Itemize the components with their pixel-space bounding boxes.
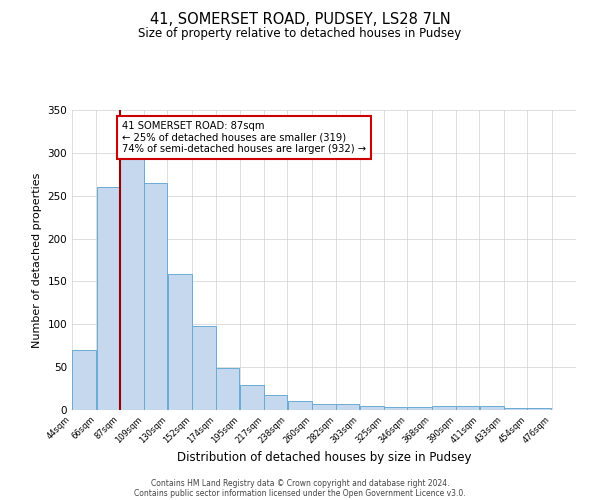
Bar bbox=[432, 406, 456, 410]
Bar bbox=[240, 385, 264, 410]
X-axis label: Distribution of detached houses by size in Pudsey: Distribution of detached houses by size … bbox=[177, 451, 471, 464]
Bar bbox=[527, 408, 551, 410]
Bar bbox=[72, 350, 96, 410]
Bar bbox=[337, 404, 359, 410]
Bar bbox=[456, 406, 479, 410]
Text: Contains public sector information licensed under the Open Government Licence v3: Contains public sector information licen… bbox=[134, 488, 466, 498]
Bar bbox=[287, 402, 311, 410]
Bar bbox=[167, 274, 192, 410]
Text: 41, SOMERSET ROAD, PUDSEY, LS28 7LN: 41, SOMERSET ROAD, PUDSEY, LS28 7LN bbox=[149, 12, 451, 28]
Text: Size of property relative to detached houses in Pudsey: Size of property relative to detached ho… bbox=[139, 28, 461, 40]
Bar bbox=[120, 159, 144, 410]
Y-axis label: Number of detached properties: Number of detached properties bbox=[32, 172, 42, 348]
Bar bbox=[312, 404, 336, 410]
Bar bbox=[359, 406, 384, 410]
Text: Contains HM Land Registry data © Crown copyright and database right 2024.: Contains HM Land Registry data © Crown c… bbox=[151, 478, 449, 488]
Bar bbox=[384, 408, 407, 410]
Bar bbox=[217, 368, 239, 410]
Bar bbox=[504, 408, 527, 410]
Bar bbox=[407, 408, 431, 410]
Bar bbox=[479, 406, 503, 410]
Bar bbox=[97, 187, 119, 410]
Text: 41 SOMERSET ROAD: 87sqm
← 25% of detached houses are smaller (319)
74% of semi-d: 41 SOMERSET ROAD: 87sqm ← 25% of detache… bbox=[122, 121, 366, 154]
Bar bbox=[264, 394, 287, 410]
Bar bbox=[145, 183, 167, 410]
Bar bbox=[192, 326, 216, 410]
